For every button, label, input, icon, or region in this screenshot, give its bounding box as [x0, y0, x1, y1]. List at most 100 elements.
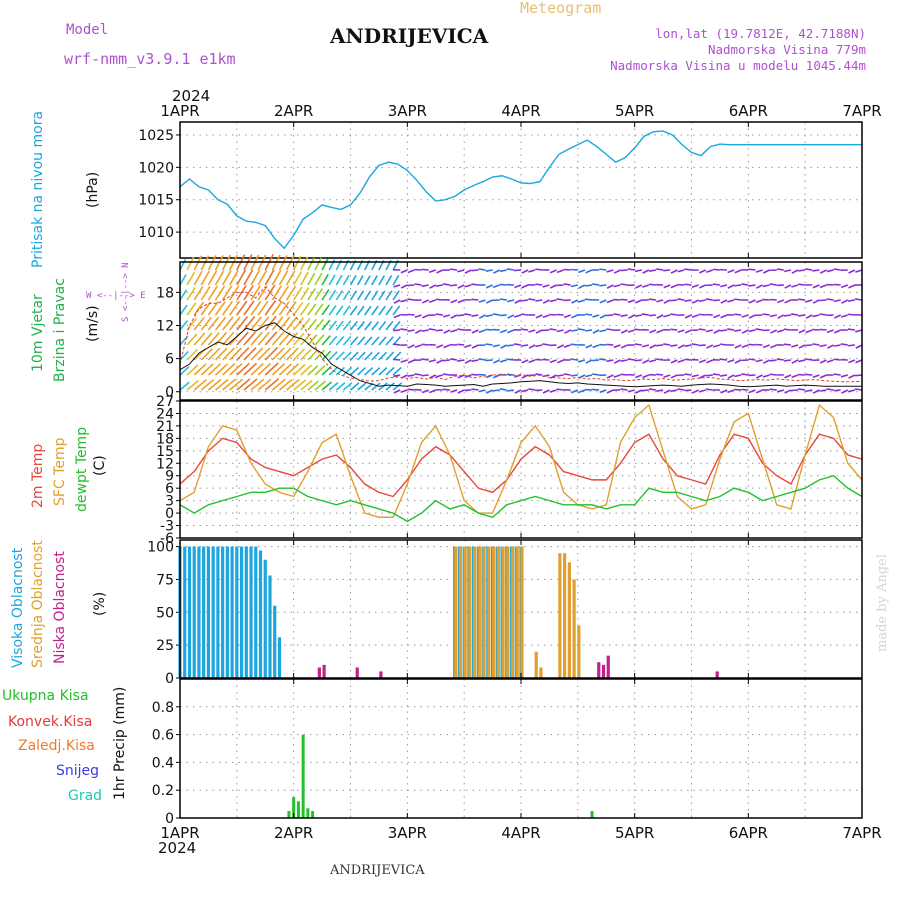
wind-arrow — [442, 283, 451, 286]
wind-arrow — [563, 344, 571, 348]
wind-arrow — [307, 334, 318, 346]
y-tick-label: 50 — [156, 605, 174, 621]
wind-arrow — [712, 373, 721, 376]
wind-arrow — [663, 389, 671, 394]
wind-arrow — [450, 389, 458, 393]
wind-arrow — [435, 313, 443, 316]
wind-arrow — [720, 314, 728, 319]
wind-arrow — [250, 285, 261, 301]
wind-arrow — [200, 255, 210, 271]
wind-arrow — [321, 335, 331, 346]
wind-arrow — [712, 283, 721, 286]
wind-arrow — [414, 373, 422, 376]
wind-arrow — [606, 314, 614, 317]
wind-arrow — [528, 329, 536, 333]
wind-arrow — [378, 367, 388, 376]
wind-arrow — [656, 329, 664, 334]
wind-arrow — [819, 269, 827, 274]
wind-arrow — [471, 388, 479, 391]
wind-arrow — [734, 329, 742, 332]
wind-arrow — [819, 284, 827, 289]
wind-arrow — [578, 299, 586, 303]
wind-arrow — [578, 269, 586, 274]
wind-arrow — [776, 268, 784, 271]
wind-arrow — [570, 343, 578, 346]
wind-arrow — [300, 317, 311, 331]
wind-arrow — [385, 290, 393, 301]
wind-arrow — [429, 284, 437, 289]
pressure-unit: (hPa) — [85, 172, 101, 208]
wind-arrow — [819, 359, 827, 364]
panel-frame — [179, 539, 863, 679]
product-title: Meteogram — [520, 0, 601, 17]
wind-arrow — [855, 359, 863, 364]
wind-arrow — [464, 344, 472, 348]
wind-arrow — [214, 316, 227, 331]
wind-arrow — [542, 284, 550, 288]
wind-arrow — [514, 389, 522, 394]
wind-arrow — [727, 359, 735, 363]
wind-arrow — [805, 314, 813, 319]
wind-arrow — [421, 314, 429, 319]
wind-arrow — [727, 328, 735, 331]
wind-arrow — [236, 316, 249, 331]
time-label: 3APR — [388, 102, 427, 120]
wind-arrow — [378, 382, 388, 391]
time-label: 6APR — [729, 824, 768, 842]
wind-arrow — [421, 268, 429, 271]
wind-arrow — [285, 285, 297, 301]
wind-arrow — [812, 343, 820, 346]
wind-arrow — [471, 269, 479, 272]
wind-arrow — [507, 314, 515, 319]
wind-arrow — [734, 388, 742, 391]
bar-high — [258, 550, 263, 678]
wind-arrow — [457, 343, 465, 346]
wind-arrow — [663, 343, 671, 346]
wind-arrow — [200, 286, 211, 301]
wind-arrow — [606, 389, 614, 394]
wind-arrow — [812, 314, 820, 318]
wind-arrow — [450, 284, 458, 287]
wind-arrow — [264, 300, 277, 316]
wind-arrow — [186, 333, 198, 346]
wind-arrow — [243, 378, 258, 391]
bar-mid — [482, 546, 486, 678]
wind-arrow — [457, 328, 465, 331]
wind-arrow — [805, 268, 813, 271]
lonlat: lon,lat (19.7812E, 42.7188N) — [655, 26, 866, 41]
wind-arrow — [663, 269, 671, 272]
wind-arrow — [563, 314, 572, 319]
wind-arrow — [499, 359, 508, 363]
bar-high — [249, 546, 253, 678]
wind-arrow — [392, 320, 401, 331]
wind-arrow — [250, 378, 265, 391]
wind-arrow — [186, 302, 197, 316]
wind-arrow — [264, 346, 279, 361]
wind-arrow — [243, 347, 257, 361]
bar-mid — [520, 546, 524, 678]
wind-arrow — [769, 359, 777, 362]
series-line-sfc — [179, 403, 863, 518]
wind-arrow — [278, 285, 289, 301]
wind-arrow — [222, 378, 236, 391]
wind-arrow — [471, 373, 479, 376]
wind-arrow — [847, 389, 856, 393]
wind-arrow — [378, 351, 388, 361]
wind-arrow — [179, 289, 188, 301]
wind-arrow — [357, 351, 366, 361]
wind-arrow — [200, 379, 215, 391]
wind-arrow — [286, 363, 300, 376]
wind-arrow — [649, 344, 657, 349]
wind-arrow — [770, 344, 778, 349]
wind-arrow — [229, 378, 244, 391]
wind-arrow — [186, 348, 198, 361]
year-bottom: 2024 — [158, 839, 196, 857]
precip-legend-snow: Snijeg — [56, 763, 99, 779]
wind-arrow — [292, 255, 302, 271]
bar-high — [254, 546, 258, 678]
y-tick-label: 21 — [156, 419, 174, 435]
wind-arrow — [393, 343, 401, 346]
wind-arrow — [841, 299, 849, 304]
wind-arrow — [627, 299, 635, 304]
panel-frame — [179, 400, 863, 539]
